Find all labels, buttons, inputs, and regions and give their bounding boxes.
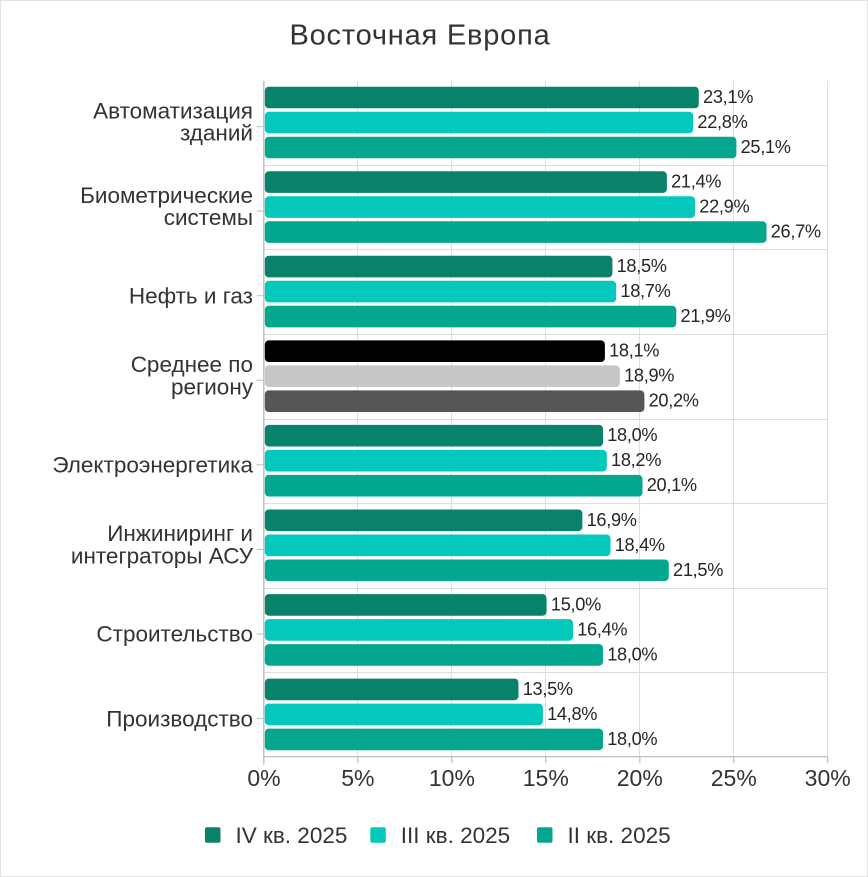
svg-text:18,4%: 18,4% [615, 535, 665, 555]
svg-text:21,9%: 21,9% [681, 306, 731, 326]
svg-text:21,5%: 21,5% [673, 560, 723, 580]
svg-text:IV кв. 2025: IV кв. 2025 [236, 823, 348, 848]
svg-text:18,9%: 18,9% [624, 366, 674, 386]
svg-text:18,0%: 18,0% [607, 729, 657, 749]
svg-text:Среднее по: Среднее по [131, 352, 253, 377]
svg-text:Автоматизация: Автоматизация [93, 98, 253, 123]
svg-text:системы: системы [164, 205, 253, 230]
svg-text:30%: 30% [805, 765, 851, 791]
svg-text:Строительство: Строительство [96, 622, 253, 647]
svg-text:III кв. 2025: III кв. 2025 [401, 823, 510, 848]
svg-text:интеграторы АСУ: интеграторы АСУ [71, 543, 254, 568]
svg-text:20%: 20% [617, 765, 663, 791]
svg-text:18,0%: 18,0% [607, 425, 657, 445]
svg-text:Нефть и газ: Нефть и газ [129, 284, 253, 309]
svg-text:Инжиниринг и: Инжиниринг и [107, 521, 253, 546]
svg-text:25,1%: 25,1% [741, 137, 791, 157]
svg-text:20,2%: 20,2% [649, 391, 699, 411]
svg-text:0%: 0% [247, 765, 280, 791]
svg-text:13,5%: 13,5% [523, 679, 573, 699]
svg-text:23,1%: 23,1% [703, 87, 753, 107]
svg-text:16,4%: 16,4% [577, 619, 627, 639]
svg-text:зданий: зданий [180, 121, 253, 146]
svg-text:20,1%: 20,1% [647, 475, 697, 495]
svg-text:16,9%: 16,9% [587, 510, 637, 530]
svg-text:18,7%: 18,7% [620, 281, 670, 301]
svg-text:15%: 15% [523, 765, 569, 791]
svg-text:10%: 10% [429, 765, 475, 791]
svg-text:25%: 25% [711, 765, 757, 791]
svg-text:22,8%: 22,8% [697, 112, 747, 132]
svg-text:региону: региону [171, 374, 254, 399]
svg-text:14,8%: 14,8% [547, 704, 597, 724]
svg-text:21,4%: 21,4% [671, 172, 721, 192]
svg-text:Восточная Европа: Восточная Европа [289, 19, 550, 51]
svg-text:18,5%: 18,5% [617, 256, 667, 276]
svg-text:18,2%: 18,2% [611, 450, 661, 470]
svg-text:5%: 5% [341, 765, 374, 791]
svg-text:II кв. 2025: II кв. 2025 [568, 823, 671, 848]
svg-text:Биометрические: Биометрические [80, 183, 253, 208]
svg-text:22,9%: 22,9% [699, 197, 749, 217]
svg-text:18,0%: 18,0% [607, 644, 657, 664]
svg-text:Электроэнергетика: Электроэнергетика [52, 453, 253, 478]
svg-text:15,0%: 15,0% [551, 594, 601, 614]
svg-text:Производство: Производство [106, 706, 253, 731]
svg-text:18,1%: 18,1% [609, 341, 659, 361]
svg-text:26,7%: 26,7% [771, 222, 821, 242]
